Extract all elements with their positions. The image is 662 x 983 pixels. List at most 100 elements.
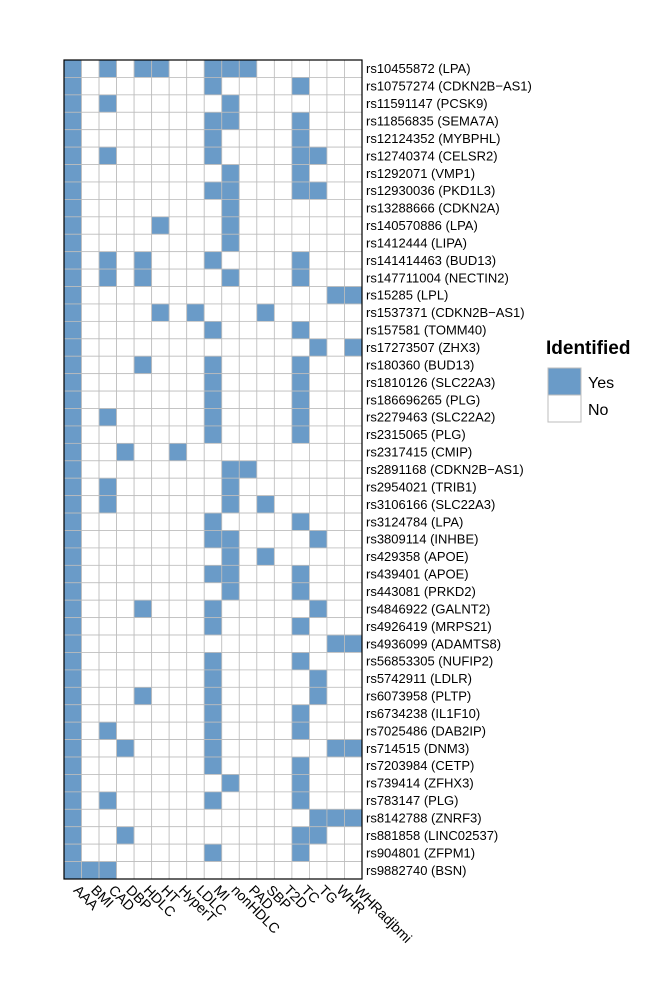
heatmap-cell bbox=[221, 634, 240, 653]
heatmap-cell bbox=[168, 582, 188, 601]
heatmap-cell bbox=[309, 652, 328, 671]
heatmap-cell bbox=[256, 286, 275, 305]
heatmap-cell bbox=[116, 268, 135, 287]
heatmap-cell bbox=[203, 739, 223, 758]
heatmap-cell bbox=[116, 808, 135, 828]
heatmap-cell bbox=[273, 739, 293, 758]
heatmap-cell bbox=[221, 425, 240, 444]
heatmap-cell bbox=[133, 320, 153, 340]
heatmap-cell bbox=[273, 495, 293, 514]
heatmap-cell bbox=[238, 111, 258, 131]
heatmap-cell bbox=[256, 390, 275, 409]
column-label: WHRadjbmi bbox=[351, 882, 415, 946]
heatmap-cell bbox=[116, 547, 135, 566]
heatmap-cell bbox=[326, 338, 345, 357]
heatmap-cell bbox=[133, 582, 153, 601]
heatmap-cell bbox=[309, 146, 328, 165]
heatmap-cell bbox=[238, 547, 258, 566]
heatmap-cell bbox=[63, 216, 82, 235]
heatmap-cell bbox=[221, 617, 240, 636]
heatmap-cell bbox=[81, 355, 100, 375]
heatmap-cell bbox=[81, 634, 100, 653]
heatmap-cell bbox=[203, 338, 223, 357]
heatmap-cell bbox=[133, 791, 153, 810]
heatmap-cell bbox=[186, 129, 205, 148]
heatmap-cell bbox=[291, 425, 310, 444]
heatmap-cell bbox=[238, 286, 258, 305]
heatmap-cell bbox=[186, 721, 205, 740]
heatmap-cell bbox=[168, 477, 188, 497]
heatmap-cell bbox=[326, 94, 345, 113]
heatmap-cell bbox=[186, 756, 205, 775]
heatmap-cell bbox=[221, 512, 240, 531]
heatmap-cell bbox=[238, 669, 258, 688]
heatmap-cell bbox=[151, 286, 170, 305]
heatmap-cell bbox=[291, 216, 310, 235]
row-label: rs8142788 (ZNRF3) bbox=[366, 811, 482, 826]
heatmap-cell bbox=[291, 251, 310, 270]
row-label: rs186696265 (PLG) bbox=[366, 392, 480, 407]
heatmap-cell bbox=[221, 774, 240, 793]
heatmap-cell bbox=[63, 495, 82, 514]
heatmap-cell bbox=[273, 547, 293, 566]
heatmap-cell bbox=[273, 669, 293, 688]
heatmap-cell bbox=[186, 704, 205, 723]
heatmap-cell bbox=[344, 111, 363, 131]
row-label: rs7203984 (CETP) bbox=[366, 758, 474, 773]
heatmap-cell bbox=[291, 320, 310, 340]
heatmap-cell bbox=[221, 181, 240, 200]
heatmap-cell bbox=[63, 146, 82, 165]
heatmap-cell bbox=[168, 791, 188, 810]
heatmap-cell bbox=[273, 181, 293, 200]
heatmap-cell bbox=[203, 774, 223, 793]
heatmap-cell bbox=[98, 704, 117, 723]
heatmap-cell bbox=[63, 355, 82, 375]
heatmap-cell bbox=[291, 756, 310, 775]
heatmap-cell bbox=[221, 861, 240, 880]
heatmap-cell bbox=[256, 94, 275, 113]
heatmap-cell bbox=[256, 216, 275, 235]
heatmap-cell bbox=[168, 530, 188, 549]
heatmap-cell bbox=[344, 495, 363, 514]
heatmap-cell bbox=[203, 268, 223, 287]
heatmap-cell bbox=[273, 756, 293, 775]
heatmap-cell bbox=[326, 460, 345, 479]
heatmap-cell bbox=[256, 268, 275, 287]
heatmap-cell bbox=[133, 111, 153, 131]
heatmap-cell bbox=[186, 111, 205, 131]
heatmap-cell bbox=[291, 129, 310, 148]
heatmap-cell bbox=[309, 791, 328, 810]
heatmap-cell bbox=[291, 181, 310, 200]
heatmap-cell bbox=[256, 669, 275, 688]
heatmap-cell bbox=[98, 808, 117, 828]
heatmap-cell bbox=[256, 338, 275, 357]
heatmap-cell bbox=[203, 477, 223, 497]
heatmap-cell bbox=[151, 268, 170, 287]
heatmap-cell bbox=[63, 198, 82, 218]
column-labels: AAABMICADDBPHDLCHTHyperTLDLCMInonHDLCPAD… bbox=[71, 882, 416, 946]
heatmap-cell bbox=[291, 634, 310, 653]
heatmap-cell bbox=[133, 442, 153, 462]
heatmap-cell bbox=[344, 425, 363, 444]
heatmap-cell bbox=[309, 530, 328, 549]
row-label: rs439401 (APOE) bbox=[366, 567, 469, 582]
heatmap-cell bbox=[116, 425, 135, 444]
heatmap-cell bbox=[326, 756, 345, 775]
heatmap-cell bbox=[309, 826, 328, 845]
heatmap-cell bbox=[186, 338, 205, 357]
heatmap-cell bbox=[203, 669, 223, 688]
heatmap-cell bbox=[81, 599, 100, 619]
heatmap-cell bbox=[221, 390, 240, 409]
heatmap-cell bbox=[221, 355, 240, 375]
heatmap-cell bbox=[291, 268, 310, 287]
heatmap-cell bbox=[344, 530, 363, 549]
heatmap-cell bbox=[63, 460, 82, 479]
heatmap-cell bbox=[151, 634, 170, 653]
row-labels: rs10455872 (LPA) rs10757274 (CDKN2B−AS1) r… bbox=[366, 61, 532, 878]
heatmap-cell bbox=[221, 721, 240, 740]
heatmap-cell bbox=[221, 268, 240, 287]
heatmap-cell bbox=[291, 721, 310, 740]
heatmap-cell bbox=[309, 808, 328, 828]
heatmap-cell bbox=[151, 791, 170, 810]
heatmap-cell bbox=[81, 146, 100, 165]
